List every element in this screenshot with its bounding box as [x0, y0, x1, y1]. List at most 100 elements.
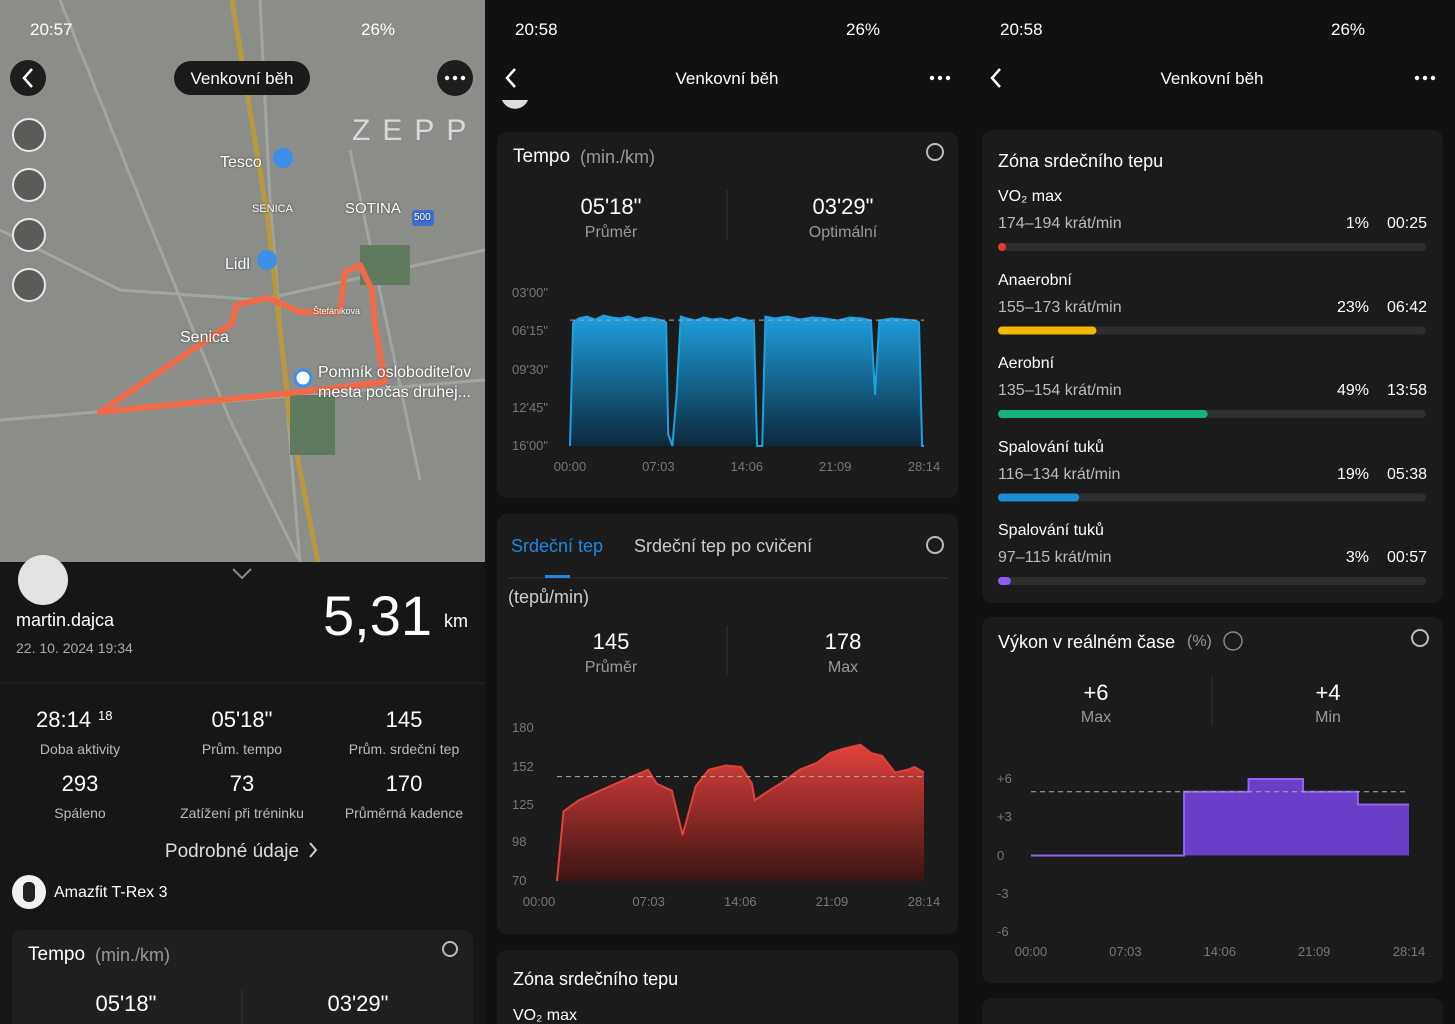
zone-track [998, 326, 1426, 335]
zone-percent: 1% [1345, 215, 1369, 232]
stat-value: 28:14 [36, 707, 92, 732]
zone-time: 13:58 [1386, 382, 1427, 399]
map-label: Pomník osloboditeľov [318, 364, 472, 381]
x-tick-label: 28:14 [907, 459, 941, 474]
x-tick-label: 14:06 [730, 459, 764, 474]
stat-value: 73 [229, 771, 255, 796]
zone-percent: 3% [1345, 549, 1369, 566]
screen-title: Venkovní běh [190, 69, 294, 88]
zone-name: Spalování tuků [998, 438, 1104, 456]
pin [293, 368, 313, 388]
road-badge [412, 210, 434, 226]
status-time: 20:58 [515, 20, 558, 39]
map-label: SOTINA [345, 200, 401, 217]
zone-range: 116–134 krát/min [998, 465, 1121, 483]
card [497, 950, 958, 1024]
zone-bar [998, 410, 1208, 418]
card-title: Zóna srdečního tepu [513, 969, 679, 989]
zone-range: 97–115 krát/min [998, 549, 1112, 566]
card [982, 998, 1443, 1024]
x-tick-label: 00:00 [553, 459, 587, 474]
distance-unit: km [444, 611, 468, 631]
stat-value: 145 [592, 629, 630, 654]
stat-label: Průměr [584, 659, 638, 676]
zone-name: VO₂ max [998, 188, 1062, 205]
screen-title: Venkovní běh [1160, 69, 1264, 88]
x-tick-label: 21:09 [1297, 944, 1331, 959]
back-icon [22, 68, 33, 88]
status-battery: 26% [846, 20, 881, 39]
y-tick-label: -3 [997, 885, 1009, 901]
zone-time: 06:42 [1386, 298, 1427, 316]
pin [257, 250, 277, 270]
tab[interactable]: Srdeční tep [511, 536, 604, 556]
zone-track [998, 243, 1426, 251]
stat-label: Optimální [808, 224, 878, 241]
x-tick-label: 07:03 [1109, 944, 1142, 959]
back-button[interactable] [10, 60, 46, 96]
card-unit: (min./km) [95, 945, 170, 965]
zoom-icon[interactable] [926, 143, 944, 161]
screen-title: Venkovní běh [675, 69, 779, 88]
map-roads [0, 0, 486, 563]
stat-label: Průměr [584, 224, 638, 241]
back-icon[interactable] [990, 68, 1001, 88]
more-dots[interactable] [929, 75, 951, 81]
y-tick-label: 125 [512, 796, 534, 812]
line [556, 743, 925, 882]
stat-value: 293 [61, 771, 99, 796]
more-dots[interactable] [1414, 75, 1436, 81]
collapse-icon[interactable] [232, 568, 252, 580]
y-tick-label: +6 [997, 771, 1012, 786]
chevron [309, 842, 318, 858]
map-park [290, 395, 335, 455]
y-tick-label: 16'00" [512, 438, 549, 453]
zone-name: Anaerobní [998, 271, 1072, 289]
card-title: Tempo [28, 944, 86, 965]
x-tick-label: 28:14 [1392, 944, 1426, 959]
stat-label: Průměrná kadence [344, 805, 464, 821]
stat-value: 145 [385, 707, 423, 732]
zone-name: VO₂ max [513, 1007, 577, 1024]
help-icon[interactable] [1223, 631, 1243, 651]
zone-bar [998, 326, 1097, 335]
stat-value: +6 [1083, 680, 1109, 705]
brand: ZEPP [352, 114, 479, 147]
title-pill [174, 61, 310, 95]
avatar-edge [502, 100, 528, 109]
card-unit: (tepů/min) [508, 587, 590, 607]
distance: 5,31 [323, 584, 432, 647]
zoom-icon[interactable] [1411, 629, 1429, 647]
map-label: Tesco [220, 154, 262, 171]
card-unit: (%) [1187, 633, 1212, 650]
tab[interactable]: Srdeční tep po cvičení [634, 536, 813, 556]
zone-range: 155–173 krát/min [998, 298, 1122, 316]
map-tools[interactable] [12, 118, 46, 302]
zoom-icon[interactable] [926, 536, 944, 554]
zone-name: Spalování tuků [998, 522, 1104, 539]
stat-value: 03'29" [812, 194, 874, 219]
map-label: 500 [414, 212, 431, 223]
x-tick-label: 21:09 [818, 459, 852, 474]
x-tick-label: 00:00 [522, 894, 556, 909]
back-icon[interactable] [505, 68, 516, 88]
zone-bar [998, 493, 1080, 502]
stat-label: Max [827, 659, 859, 676]
date: 22. 10. 2024 19:34 [16, 640, 133, 656]
zoom-icon[interactable] [442, 941, 458, 957]
map-label: mesta počas druhej... [318, 384, 471, 401]
stat-label: Min [1315, 709, 1341, 726]
x-tick-label: 07:03 [642, 459, 675, 474]
status-battery: 26% [361, 20, 396, 39]
stat-label: Zatížení při tréninku [180, 805, 304, 821]
card [12, 930, 473, 1024]
y-tick-label: 06'15" [512, 323, 549, 339]
map-label: SENICA [252, 203, 293, 215]
x-tick-label: 07:03 [632, 894, 665, 909]
y-tick-label: 12'45" [512, 399, 549, 415]
card-title: Tempo [513, 146, 571, 167]
details-link[interactable]: Podrobné údaje [164, 841, 300, 862]
x-tick-label: 00:00 [1014, 944, 1048, 959]
y-tick-label: +3 [997, 809, 1012, 825]
zone-name: Aerobní [998, 355, 1055, 372]
